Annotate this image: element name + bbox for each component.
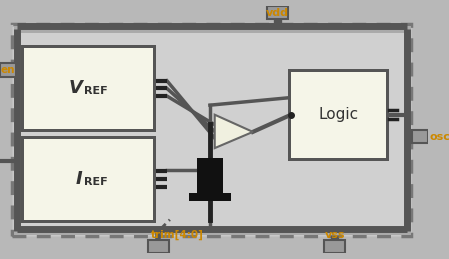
- FancyBboxPatch shape: [17, 29, 406, 231]
- FancyBboxPatch shape: [325, 240, 345, 253]
- Text: en: en: [1, 65, 15, 75]
- FancyBboxPatch shape: [24, 48, 153, 129]
- FancyBboxPatch shape: [291, 72, 387, 158]
- FancyBboxPatch shape: [13, 24, 411, 236]
- FancyBboxPatch shape: [189, 193, 231, 200]
- FancyBboxPatch shape: [267, 6, 288, 19]
- FancyBboxPatch shape: [197, 158, 223, 196]
- Text: V: V: [69, 80, 83, 97]
- Text: I: I: [76, 170, 83, 188]
- Text: Logic: Logic: [319, 107, 359, 122]
- FancyBboxPatch shape: [412, 130, 428, 143]
- Text: REF: REF: [84, 86, 108, 96]
- FancyBboxPatch shape: [24, 139, 153, 220]
- FancyBboxPatch shape: [148, 240, 169, 253]
- FancyBboxPatch shape: [0, 63, 16, 77]
- Polygon shape: [215, 115, 253, 148]
- FancyBboxPatch shape: [288, 69, 389, 161]
- Text: REF: REF: [84, 177, 108, 187]
- Text: vdd: vdd: [266, 8, 289, 18]
- Text: osc: osc: [429, 132, 449, 142]
- Text: vss: vss: [325, 230, 345, 240]
- FancyBboxPatch shape: [21, 45, 155, 132]
- Text: trim[4:0]: trim[4:0]: [151, 229, 204, 240]
- FancyBboxPatch shape: [21, 136, 155, 222]
